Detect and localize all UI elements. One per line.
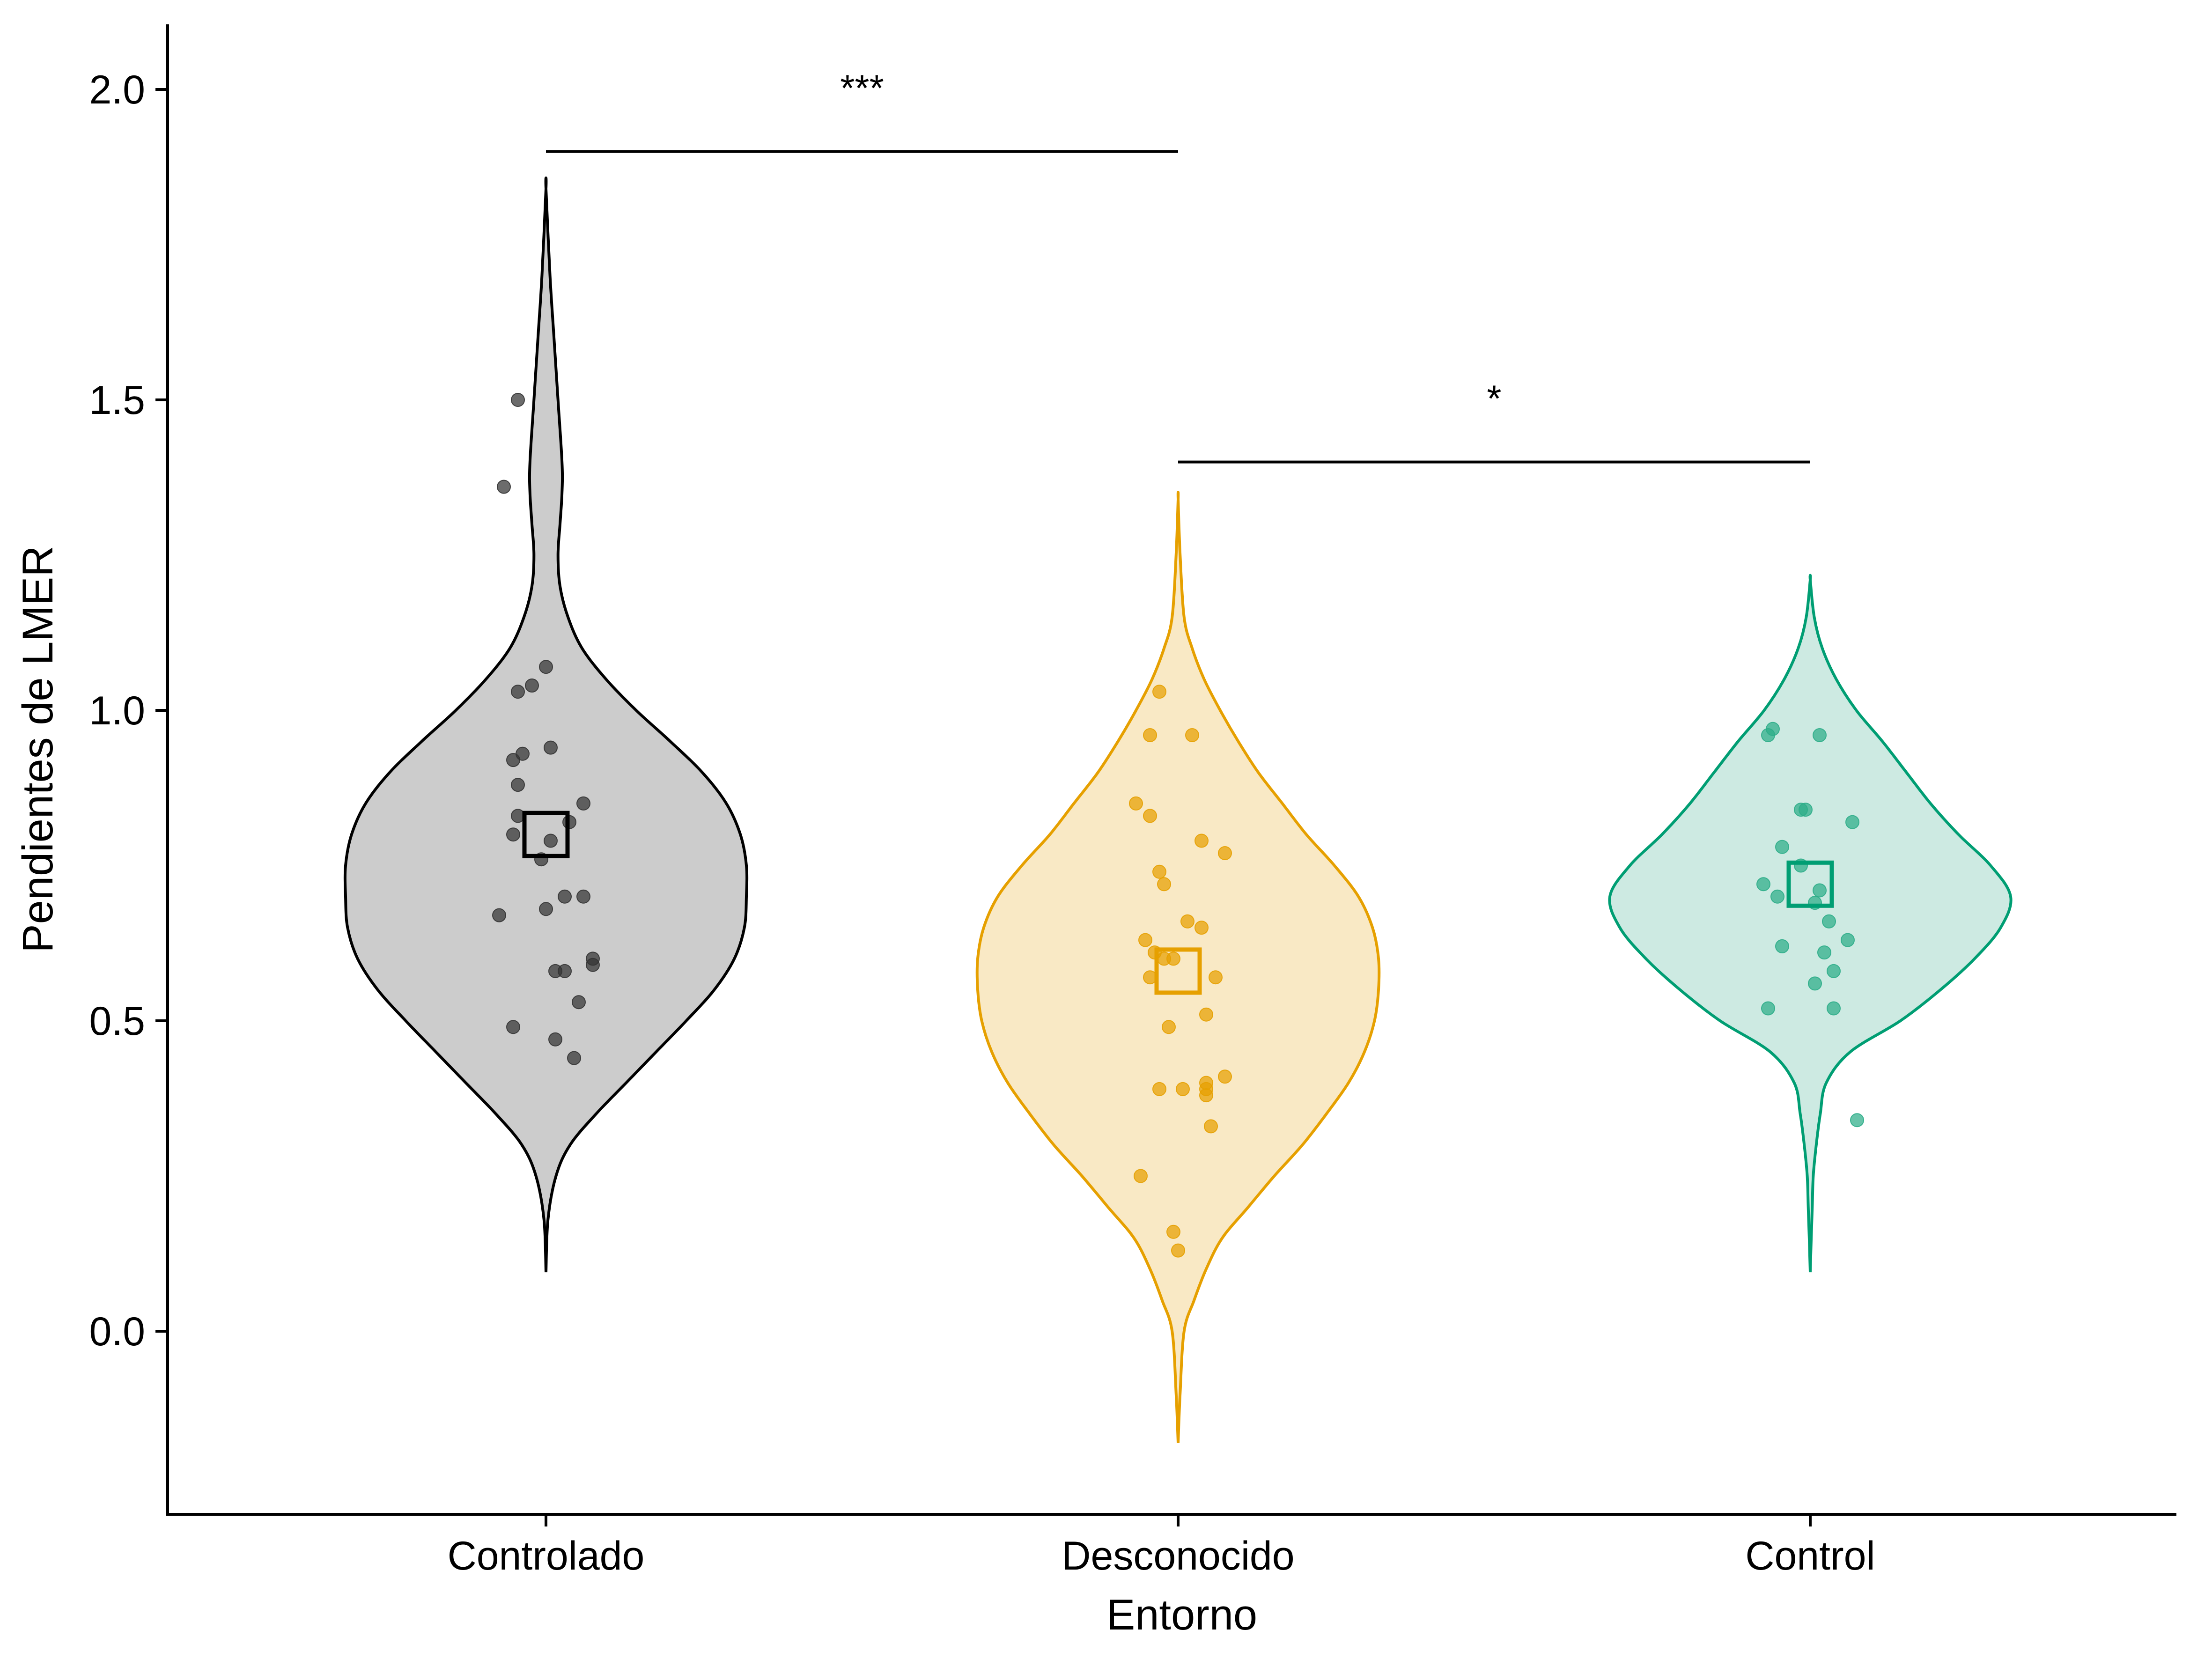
data-point — [1817, 945, 1831, 960]
axes: 0.0 0.5 1.0 1.5 2.0 Controlado Desconocido Cont… — [89, 24, 2176, 1578]
data-point — [1152, 685, 1166, 699]
data-point — [1143, 809, 1157, 823]
x-axis-title: Entorno — [1106, 1591, 1257, 1639]
data-point — [1775, 840, 1789, 854]
violin-control — [1608, 574, 2013, 1273]
data-point — [1813, 728, 1827, 742]
data-point — [576, 889, 590, 904]
data-point — [516, 746, 530, 761]
y-tick-label: 0.5 — [89, 999, 145, 1044]
data-point — [1162, 1020, 1176, 1034]
mean-marker — [522, 811, 570, 858]
data-point — [1756, 877, 1770, 892]
plot-area: **** — [343, 67, 2013, 1443]
data-point — [511, 393, 525, 407]
mean-marker — [1786, 860, 1834, 908]
y-tick-label: 1.0 — [89, 688, 145, 733]
data-point — [1770, 889, 1784, 904]
x-tick-label: Controlado — [448, 1534, 645, 1578]
data-point — [1157, 877, 1171, 892]
violin-controlado — [343, 177, 749, 1273]
data-point — [544, 833, 558, 848]
data-point — [539, 902, 553, 916]
significance-label: *** — [840, 67, 884, 109]
violin-desconocido — [975, 491, 1381, 1443]
data-point — [1185, 728, 1199, 742]
data-point — [576, 796, 590, 811]
data-point — [1138, 933, 1152, 947]
x-tick-label: Control — [1745, 1534, 1875, 1578]
data-point — [1152, 864, 1166, 879]
significance-label: * — [1487, 378, 1501, 420]
data-point — [1199, 1007, 1213, 1022]
data-point — [492, 908, 506, 922]
data-point — [497, 479, 511, 494]
data-point — [506, 827, 520, 842]
data-point — [1129, 796, 1143, 811]
data-point — [558, 889, 572, 904]
data-point — [1813, 883, 1827, 898]
data-point — [1841, 933, 1855, 947]
violin-group-controlado — [343, 177, 749, 1273]
data-point — [1194, 833, 1209, 848]
data-point — [1176, 1082, 1190, 1096]
data-point — [1199, 1076, 1213, 1090]
data-point — [548, 964, 562, 978]
data-point — [548, 1032, 562, 1047]
data-point — [506, 1020, 520, 1034]
data-point — [1827, 964, 1841, 978]
violin-group-desconocido — [975, 491, 1381, 1443]
data-point — [1166, 951, 1180, 966]
data-point — [511, 778, 525, 792]
data-point — [1194, 921, 1209, 935]
y-axis-title: Pendientes de LMER — [14, 546, 62, 952]
data-point — [1218, 1069, 1232, 1084]
data-point — [1218, 846, 1232, 860]
data-point — [539, 660, 553, 674]
data-point — [1799, 803, 1813, 817]
data-point — [1822, 914, 1836, 929]
mean-marker — [1154, 947, 1202, 995]
data-point — [586, 951, 600, 966]
data-point — [1166, 1224, 1180, 1239]
data-point — [1827, 1001, 1841, 1016]
data-point — [1209, 970, 1223, 985]
data-point — [1180, 914, 1194, 929]
data-point — [1204, 1119, 1218, 1134]
data-point — [1808, 976, 1822, 991]
y-tick-label: 2.0 — [89, 67, 145, 112]
data-point — [511, 685, 525, 699]
x-tick-label: Desconocido — [1062, 1534, 1294, 1578]
data-point — [1171, 1243, 1185, 1258]
y-tick-label: 1.5 — [89, 378, 145, 423]
violin-group-control — [1608, 574, 2013, 1273]
data-point — [1152, 1082, 1166, 1096]
data-point — [525, 678, 539, 693]
data-point — [567, 1051, 581, 1065]
y-tick-label: 0.0 — [89, 1309, 145, 1354]
data-point — [572, 995, 586, 1010]
data-point — [1775, 939, 1789, 953]
data-point — [1850, 1113, 1864, 1128]
data-point — [1845, 815, 1859, 829]
data-point — [1143, 728, 1157, 742]
data-point — [1134, 1169, 1148, 1183]
data-point — [544, 740, 558, 755]
data-point — [1766, 722, 1780, 736]
data-point — [1761, 1001, 1775, 1016]
